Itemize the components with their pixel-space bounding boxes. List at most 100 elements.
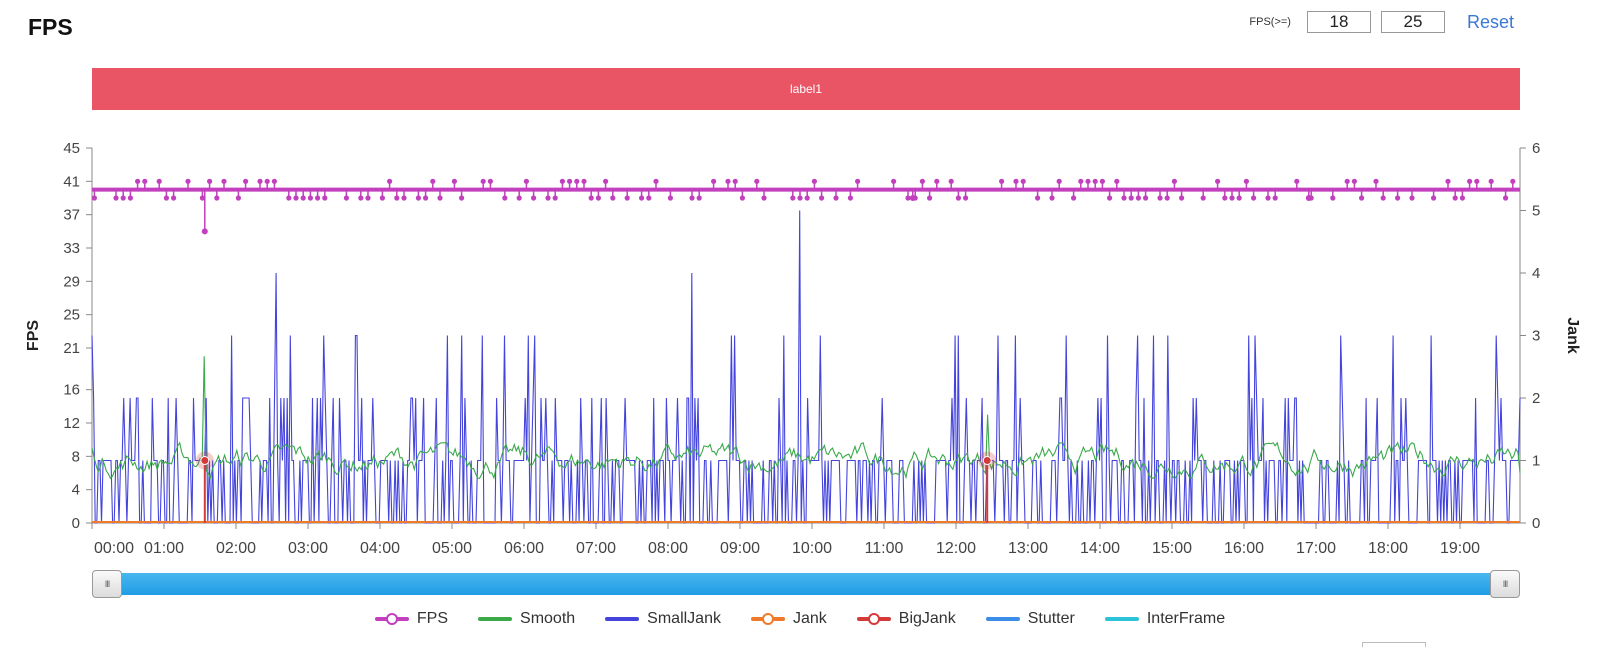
legend-item-smooth[interactable]: Smooth xyxy=(478,610,575,628)
fps-point xyxy=(185,178,191,184)
legend-item-stutter[interactable]: Stutter xyxy=(985,610,1075,628)
y-left-tick-label: 21 xyxy=(63,340,80,357)
reset-button[interactable]: Reset xyxy=(1466,11,1514,32)
fps-point xyxy=(343,195,349,201)
fps-point xyxy=(1056,178,1062,184)
fps-point xyxy=(588,195,594,201)
fps-point xyxy=(1510,178,1516,184)
fps-point xyxy=(113,195,119,201)
fps-point xyxy=(948,178,954,184)
legend-swatch xyxy=(478,612,513,626)
fps-point xyxy=(653,178,659,184)
fps-point xyxy=(91,195,97,201)
legend-label: Smooth xyxy=(520,610,576,627)
y-left-tick-label: 41 xyxy=(63,173,80,190)
legend-label: SmallJank xyxy=(647,610,721,627)
fps-point xyxy=(1092,178,1098,184)
fps-point xyxy=(156,178,162,184)
fps-point xyxy=(711,178,717,184)
fps-point xyxy=(567,178,573,184)
fps-point xyxy=(1330,195,1336,201)
fps-point xyxy=(1359,195,1365,201)
legend-label: Jank xyxy=(792,610,827,627)
label-band[interactable]: label1 xyxy=(92,68,1520,110)
fps-point xyxy=(610,195,616,201)
fps-point xyxy=(487,178,493,184)
fps-point xyxy=(603,178,609,184)
fps-point xyxy=(1143,195,1149,201)
legend-item-bigjank[interactable]: BigJank xyxy=(856,610,956,628)
fps-point xyxy=(1107,195,1113,201)
fps-point xyxy=(847,195,854,201)
zoom-slider-right-handle[interactable]: III xyxy=(1490,570,1520,598)
fps-point xyxy=(1236,195,1242,201)
legend-item-fps[interactable]: FPS xyxy=(374,610,449,628)
fps-point xyxy=(1373,178,1379,184)
fps-point xyxy=(1503,195,1509,201)
fps-threshold-label: FPS(>=) xyxy=(1249,16,1291,28)
fps-point xyxy=(1272,195,1278,201)
legend-swatch xyxy=(750,612,785,626)
legend-swatch xyxy=(985,612,1020,626)
legend-label: FPS xyxy=(416,610,449,627)
fps-point xyxy=(365,195,371,201)
zoom-slider[interactable]: III III xyxy=(92,570,1520,598)
y-right-tick-label: 5 xyxy=(1532,203,1540,220)
legend-item-interframe[interactable]: InterFrame xyxy=(1104,610,1225,628)
y-left-tick-label: 0 xyxy=(72,515,80,532)
x-tick-label: 00:00 xyxy=(94,540,134,557)
fps-point xyxy=(358,195,364,201)
fps-point xyxy=(235,195,241,201)
fps-point xyxy=(1251,195,1257,201)
fps-point xyxy=(135,178,141,184)
fps-point xyxy=(732,178,738,184)
series-smooth-line xyxy=(91,356,1521,480)
fps-point xyxy=(1265,195,1271,201)
y-axis-title-right: Jank xyxy=(1564,317,1581,354)
fps-point xyxy=(1294,178,1300,184)
y-right-tick-label: 3 xyxy=(1532,328,1540,345)
fps-point xyxy=(459,195,465,201)
fps-point xyxy=(1431,195,1437,201)
legend-item-jank[interactable]: Jank xyxy=(750,610,827,628)
fps-point xyxy=(423,195,429,201)
fps-point xyxy=(1171,178,1177,184)
fps-point xyxy=(1085,178,1091,184)
fps-point xyxy=(1459,195,1465,201)
fps-point xyxy=(927,195,933,201)
fps-point xyxy=(127,195,133,201)
legend-swatch xyxy=(374,612,409,626)
fps-point xyxy=(322,195,328,201)
fps-point xyxy=(1049,195,1055,201)
y-right-tick-label: 6 xyxy=(1532,140,1540,157)
threshold-high-input[interactable]: 25 xyxy=(1380,11,1445,33)
y-right-tick-label: 0 xyxy=(1532,515,1540,532)
fps-point xyxy=(696,195,702,201)
fps-point xyxy=(430,178,436,184)
fps-point xyxy=(1114,178,1120,184)
fps-point xyxy=(523,178,530,184)
fps-point xyxy=(1099,178,1105,184)
y-left-tick-label: 29 xyxy=(63,273,80,290)
fps-point xyxy=(581,178,587,184)
fps-point xyxy=(905,195,911,201)
fps-point xyxy=(307,195,313,201)
zoom-slider-range[interactable] xyxy=(106,573,1506,595)
zoom-slider-left-handle[interactable]: III xyxy=(92,570,122,598)
fps-point xyxy=(1395,195,1401,201)
fps-point xyxy=(963,195,969,201)
fps-point xyxy=(1013,178,1019,184)
x-tick-label: 07:00 xyxy=(576,540,616,557)
fps-point xyxy=(754,178,760,184)
fps-point xyxy=(480,178,486,184)
fps-point xyxy=(1222,195,1228,201)
fps-point xyxy=(1380,195,1386,201)
fps-point xyxy=(1351,178,1357,184)
fps-point xyxy=(214,195,220,201)
threshold-low-input[interactable]: 18 xyxy=(1306,11,1371,33)
fps-point xyxy=(293,195,299,201)
fps-point xyxy=(646,195,652,201)
legend-item-smalljank[interactable]: SmallJank xyxy=(605,610,721,628)
fps-point xyxy=(379,195,385,201)
x-tick-label: 14:00 xyxy=(1080,540,1120,557)
